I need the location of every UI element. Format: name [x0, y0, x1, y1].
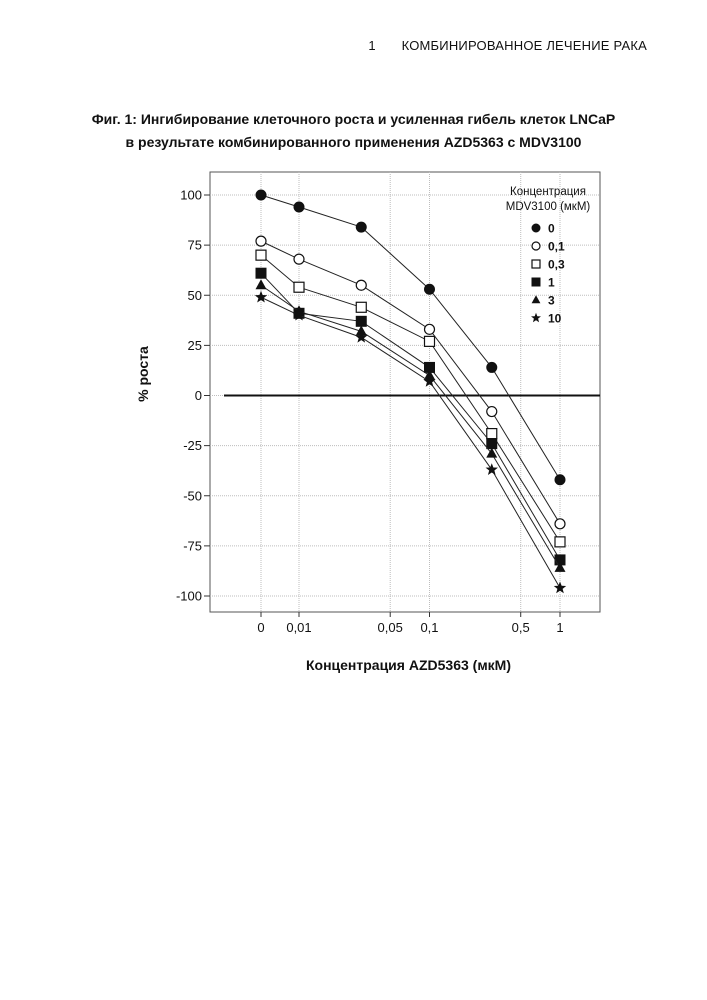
running-title: КОМБИНИРОВАННОЕ ЛЕЧЕНИЕ РАКА — [401, 38, 647, 53]
series-line-4 — [260, 284, 561, 569]
y-tick-label: -25 — [183, 438, 202, 453]
series-line-5 — [260, 296, 561, 589]
data-point-4 — [255, 279, 267, 290]
y-tick-label: 50 — [188, 288, 202, 303]
legend-label: 3 — [548, 294, 555, 308]
legend-marker — [531, 312, 541, 323]
y-tick-label: 100 — [180, 188, 202, 203]
plot-frame — [209, 171, 601, 613]
page-header: 1 КОМБИНИРОВАННОЕ ЛЕЧЕНИЕ РАКА — [368, 38, 647, 53]
series-line-3 — [260, 272, 561, 561]
legend-marker — [531, 295, 541, 304]
figure-caption-line-1: Фиг. 1: Ингибирование клеточного роста и… — [91, 111, 616, 127]
data-point-5 — [423, 374, 436, 387]
x-tick-label: 0,5 — [512, 620, 530, 635]
x-axis-title: Концентрация AZD5363 (мкМ) — [305, 657, 512, 673]
data-point-4 — [424, 369, 435, 380]
y-tick-label: -100 — [176, 589, 202, 604]
data-point-2 — [355, 301, 367, 313]
data-point-1 — [554, 518, 566, 530]
legend-label: 0,3 — [548, 258, 565, 272]
data-point-1 — [255, 235, 267, 247]
y-tick-label: 75 — [188, 238, 202, 253]
y-tick-label: -50 — [183, 488, 202, 503]
series-line-1 — [260, 240, 561, 525]
data-point-4 — [554, 561, 566, 572]
data-point-5 — [553, 581, 567, 594]
data-point-3 — [355, 315, 367, 327]
data-point-4 — [355, 325, 367, 336]
legend-label: 10 — [548, 312, 562, 326]
data-point-2 — [486, 427, 498, 440]
legend-title: Концентрация — [510, 186, 586, 198]
figure-caption-line-2: в результате комбинированного применения… — [125, 134, 582, 150]
x-tick-label: 0,05 — [378, 620, 403, 635]
page-number: 1 — [368, 38, 376, 53]
data-point-0 — [424, 283, 435, 295]
legend-marker — [531, 277, 541, 287]
legend-title: MDV3100 (мкМ) — [506, 201, 591, 213]
data-point-5 — [254, 290, 268, 303]
data-point-0 — [255, 189, 267, 201]
legend-label: 0 — [548, 222, 555, 236]
y-tick-label: 25 — [188, 338, 202, 353]
data-point-0 — [293, 201, 305, 213]
x-tick-label: 0 — [257, 620, 264, 635]
series-line-0 — [260, 194, 561, 480]
legend-label: 0,1 — [548, 240, 565, 254]
figure-caption: Фиг. 1: Ингибирование клеточного роста и… — [0, 108, 707, 154]
data-point-1 — [293, 253, 305, 265]
legend-marker — [531, 259, 541, 269]
data-point-0 — [554, 474, 566, 486]
data-point-3 — [255, 267, 267, 279]
legend-label: 1 — [548, 276, 555, 290]
data-point-2 — [423, 335, 436, 347]
data-point-2 — [293, 281, 305, 293]
x-tick-label: 1 — [556, 620, 563, 635]
y-tick-label: 0 — [195, 388, 202, 403]
data-point-5 — [355, 330, 368, 343]
x-tick-label: 0,01 — [286, 620, 311, 635]
series-line-2 — [260, 254, 561, 543]
data-point-5 — [292, 308, 306, 321]
data-point-3 — [486, 438, 498, 450]
y-axis-title: % роста — [135, 346, 151, 402]
data-point-1 — [423, 323, 436, 335]
legend-marker — [531, 241, 541, 251]
legend-marker — [531, 223, 541, 233]
data-point-5 — [485, 463, 498, 475]
data-point-1 — [355, 279, 367, 291]
data-point-4 — [486, 447, 498, 458]
data-point-2 — [554, 536, 566, 548]
y-tick-label: -75 — [183, 538, 202, 553]
x-tick-label: 0,1 — [420, 620, 438, 635]
data-point-2 — [255, 249, 267, 261]
data-point-1 — [486, 405, 498, 418]
data-point-0 — [355, 221, 367, 233]
data-point-0 — [486, 361, 498, 373]
